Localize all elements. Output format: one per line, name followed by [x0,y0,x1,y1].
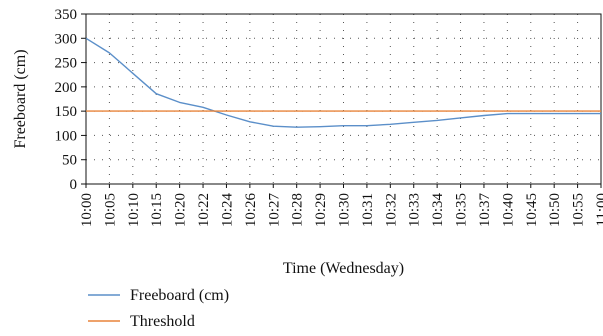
series [85,37,601,128]
x-tick-label: 10:40 [500,193,516,227]
y-tick-label: 350 [55,7,78,23]
y-tick-label: 0 [70,177,78,193]
x-tick-label: 10:20 [173,193,189,227]
x-tick-label: 10:05 [102,193,118,227]
x-tick-label: 10:26 [243,193,259,228]
x-tick-label: 10:31 [360,193,376,227]
x-tick-label: 10:55 [571,193,587,227]
y-tick-label: 200 [55,80,78,96]
y-tick-label: 300 [55,31,78,47]
x-tick-label: 11:00 [594,193,603,227]
axes [81,13,602,188]
x-tick-label: 10:22 [196,193,212,227]
series-line-freeboard [85,37,601,128]
y-tick-label: 100 [55,128,78,144]
plot-frame [85,13,602,185]
x-axis-title: Time (Wednesday) [283,260,404,277]
x-tick-label: 10:28 [290,193,306,227]
x-tick-label: 10:50 [547,193,563,227]
x-tick-labels: 10:00 10:05 10:10 10:15 10:20 10:22 10:24 10:26… [79,193,603,228]
y-tick-labels: 0 50 100 150 200 250 300 350 [55,7,78,193]
x-tick-label: 10:33 [407,193,423,227]
y-tick-label: 250 [55,56,78,72]
x-tick-label: 10:34 [430,193,446,228]
x-tick-label: 10:35 [454,193,470,227]
x-tick-label: 10:29 [313,193,329,227]
legend: Freeboard (cm) Threshold [88,287,229,330]
x-tick-label: 10:24 [219,193,235,228]
x-tick-label: 10:15 [149,193,165,227]
y-axis-title: Freeboard (cm) [12,49,29,148]
grid [86,13,601,184]
y-tick-label: 50 [62,153,77,169]
x-tick-label: 10:30 [337,193,353,227]
x-tick-label: 10:37 [477,193,493,228]
x-tick-label: 10:10 [126,193,142,227]
x-tick-label: 10:27 [266,193,282,228]
x-tick-label: 10:00 [79,193,95,227]
legend-label-freeboard: Freeboard (cm) [130,287,229,304]
y-tick-label: 150 [55,104,78,120]
x-tick-label: 10:45 [524,193,540,227]
legend-label-threshold: Threshold [130,313,195,330]
x-tick-label: 10:32 [383,193,399,227]
